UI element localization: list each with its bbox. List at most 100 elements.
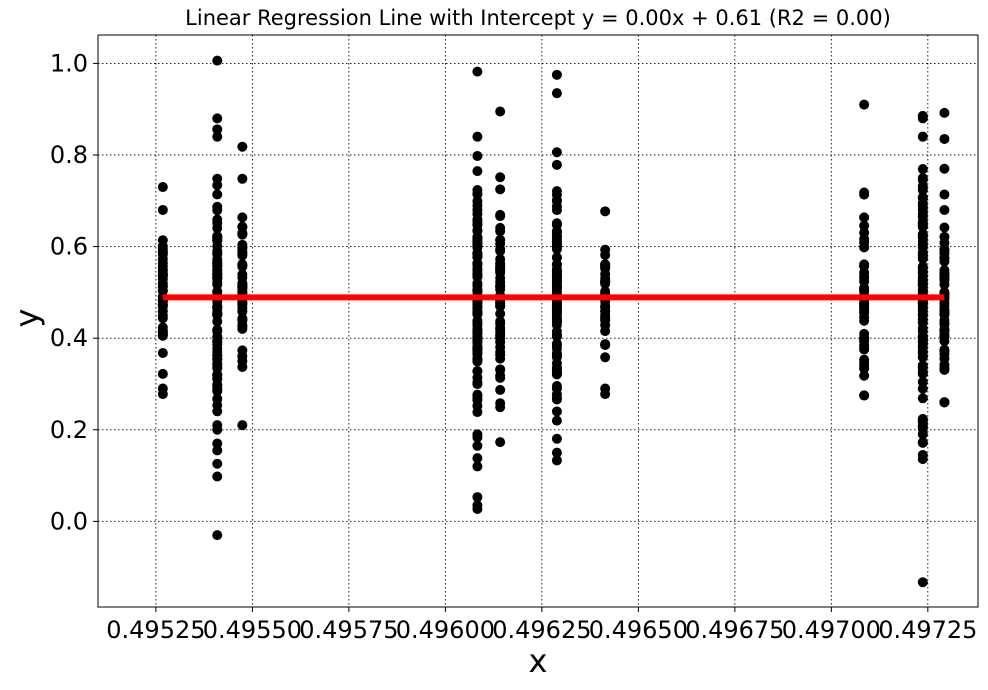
data-point [472,366,483,377]
data-point [472,379,483,390]
data-point [237,242,248,253]
y-axis-label: y [8,309,46,328]
data-point [551,159,562,170]
data-point [495,222,506,233]
data-point [157,368,168,379]
data-point [212,362,223,373]
data-point [551,266,562,277]
data-point [495,372,506,383]
data-point [495,402,506,413]
data-point [495,333,506,344]
data-point [859,227,870,238]
data-point [551,186,562,197]
data-point [212,458,223,469]
data-point [551,447,562,458]
data-point [237,306,248,317]
data-point [600,326,611,337]
data-point [237,141,248,152]
data-point [551,147,562,158]
data-point [939,344,950,355]
data-point [237,315,248,326]
data-point [212,310,223,321]
data-point [212,400,223,411]
data-point [917,308,928,319]
data-point [917,449,928,460]
data-point [212,438,223,449]
data-point [472,440,483,451]
data-point [495,245,506,256]
data-point [157,182,168,193]
y-tick-label: 0.2 [50,416,88,444]
data-point [212,386,223,397]
data-point [495,172,506,183]
data-point [939,364,950,375]
data-point [551,406,562,417]
grid [98,35,978,607]
data-point [859,336,870,347]
data-point [859,99,870,110]
data-point [472,453,483,464]
data-point [917,204,928,215]
data-point [917,337,928,348]
scatter-points [157,55,950,588]
y-tick-label: 0.6 [50,233,88,261]
data-point [859,307,870,318]
data-point [237,269,248,280]
data-point [157,347,168,358]
data-point [939,353,950,364]
data-point [859,276,870,287]
data-point [237,420,248,431]
data-point [212,530,223,541]
data-point [859,354,870,365]
data-point [472,432,483,443]
data-point [472,492,483,503]
data-point [237,345,248,356]
x-tick-label: 0.49675 [685,616,784,644]
data-point [917,300,928,311]
data-point [859,212,870,223]
data-point [859,344,870,355]
data-point [472,234,483,245]
plot-frame [97,34,979,608]
data-point [859,189,870,200]
data-point [939,265,950,276]
data-point [551,219,562,230]
data-point [237,221,248,232]
data-point [212,223,223,234]
data-point [495,273,506,284]
chart-title: Linear Regression Line with Intercept y … [185,6,891,30]
data-point [472,335,483,346]
data-point [939,222,950,233]
data-point [237,361,248,372]
data-point [939,336,950,347]
data-point [495,384,506,395]
data-point [551,352,562,363]
data-point [472,251,483,262]
data-point [495,211,506,222]
data-point [600,249,611,260]
x-tick-label: 0.49700 [782,616,881,644]
data-point [939,163,950,174]
data-point [917,413,928,424]
data-point [212,55,223,66]
data-point [551,227,562,238]
data-point [212,337,223,348]
y-tick-label: 0.0 [50,507,88,535]
data-point [212,279,223,290]
data-point [600,276,611,287]
data-point [472,66,483,77]
data-point [472,356,483,367]
data-point [551,69,562,80]
data-point [472,461,483,472]
data-point [859,220,870,231]
x-tick-label: 0.49725 [878,616,977,644]
data-point [495,259,506,270]
data-point [939,204,950,215]
data-point [917,423,928,434]
y-tick-label: 0.8 [50,141,88,169]
data-point [551,305,562,316]
data-point [212,131,223,142]
data-point [495,365,506,376]
data-point [917,577,928,588]
data-point [157,247,168,258]
